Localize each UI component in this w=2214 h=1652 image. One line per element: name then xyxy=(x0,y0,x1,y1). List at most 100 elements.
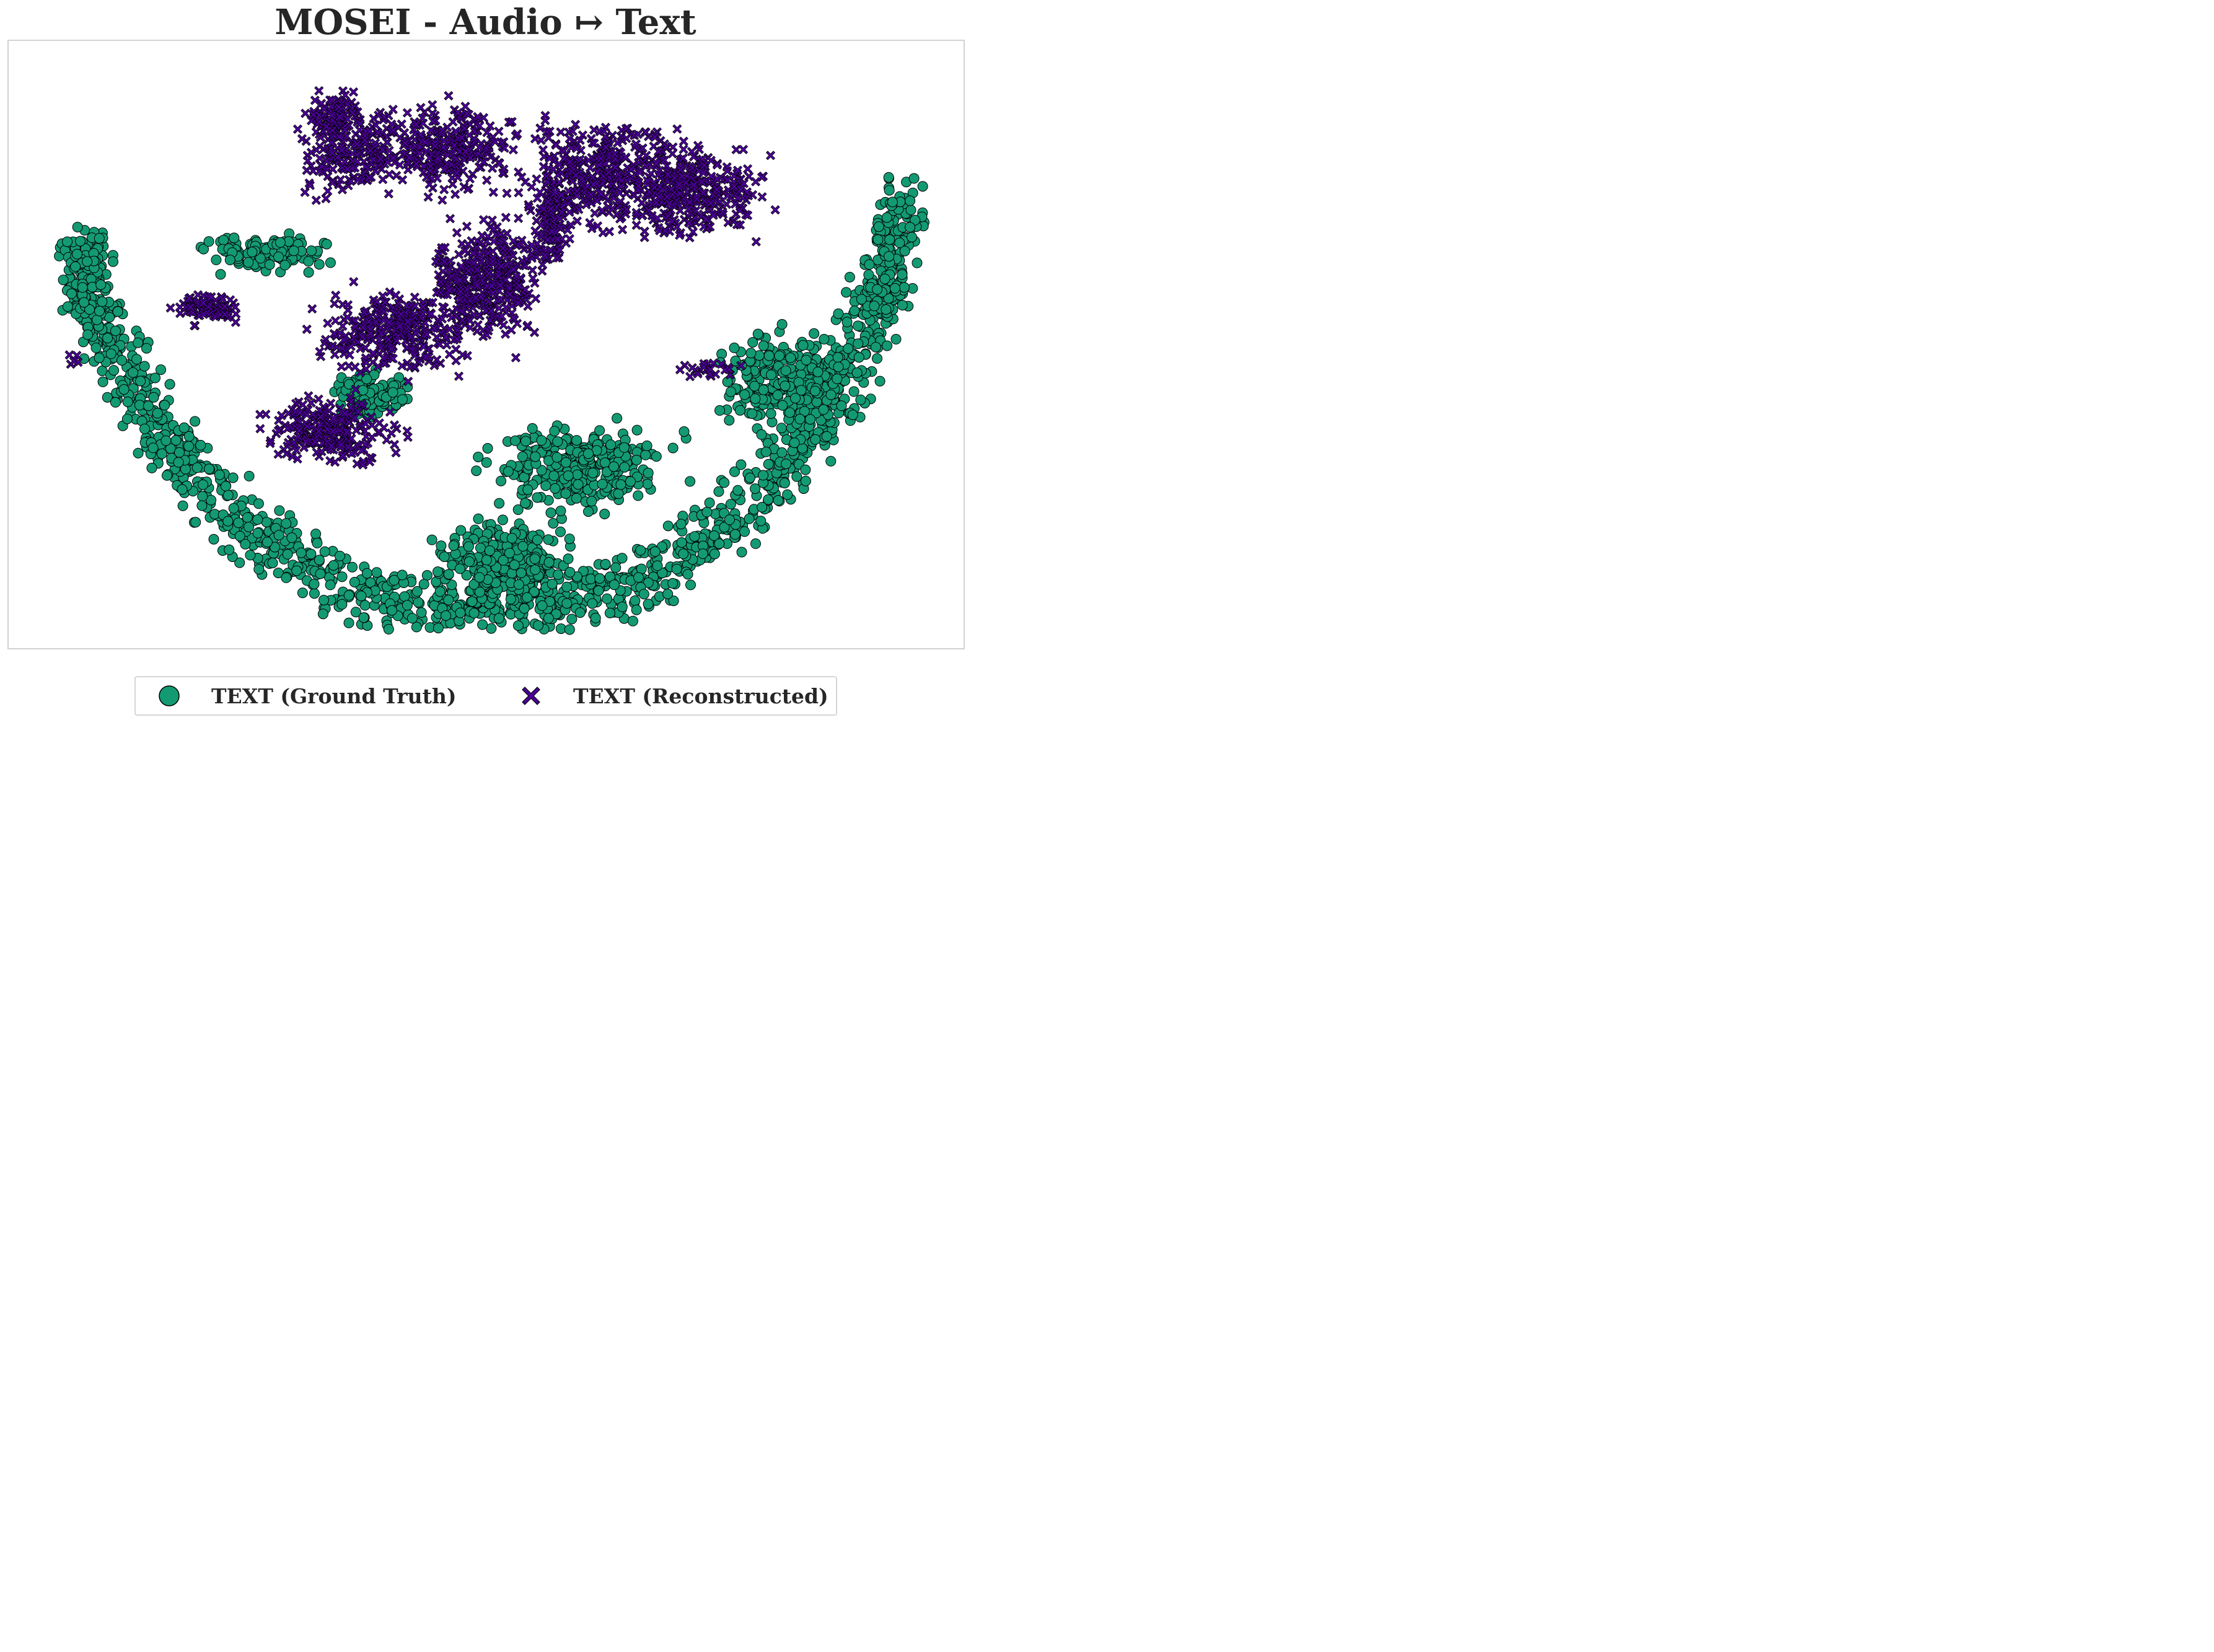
ground-truth-point xyxy=(244,470,255,481)
ground-truth-point xyxy=(82,329,94,340)
ground-truth-point xyxy=(94,305,105,317)
ground-truth-point xyxy=(530,451,541,462)
ground-truth-point xyxy=(571,493,582,504)
reconstructed-point xyxy=(751,177,761,187)
ground-truth-point xyxy=(881,212,892,223)
reconstructed-point xyxy=(395,160,405,170)
reconstructed-point xyxy=(303,156,313,165)
reconstructed-point xyxy=(482,128,492,138)
chart-title: MOSEI - Audio ↦ Text xyxy=(275,2,696,43)
ground-truth-point xyxy=(475,542,486,553)
reconstructed-point xyxy=(292,124,303,134)
ground-truth-point xyxy=(844,271,855,283)
ground-truth-point xyxy=(782,489,793,500)
reconstructed-point xyxy=(384,189,393,199)
ground-truth-point xyxy=(196,500,208,511)
ground-truth-point xyxy=(734,405,745,416)
ground-truth-point xyxy=(608,579,620,591)
ground-truth-point xyxy=(662,521,674,532)
ground-truth-point xyxy=(418,579,429,590)
reconstructed-point xyxy=(494,159,504,169)
ground-truth-point xyxy=(583,448,594,459)
ground-truth-point xyxy=(224,544,235,555)
ground-truth-point xyxy=(899,245,910,257)
ground-truth-point xyxy=(108,256,118,267)
ground-truth-point xyxy=(848,386,859,397)
ground-truth-point xyxy=(821,431,832,442)
ground-truth-point xyxy=(736,459,747,470)
ground-truth-point xyxy=(281,518,292,529)
reconstructed-point xyxy=(305,180,315,190)
reconstructed-point xyxy=(639,226,649,236)
reconstructed-point xyxy=(343,164,353,174)
reconstructed-point xyxy=(598,227,608,238)
reconstructed-point xyxy=(564,134,574,144)
ground-truth-point xyxy=(843,343,854,354)
ground-truth-point xyxy=(530,565,541,575)
ground-truth-point xyxy=(474,587,485,598)
reconstructed-point xyxy=(460,146,470,156)
ground-truth-point xyxy=(529,553,540,565)
ground-truth-point xyxy=(841,287,852,298)
ground-truth-point xyxy=(318,595,329,605)
ground-truth-point xyxy=(467,596,478,607)
ground-truth-point xyxy=(617,601,628,612)
ground-truth-point xyxy=(397,394,408,405)
reconstructed-point xyxy=(340,125,350,134)
ground-truth-point xyxy=(92,314,103,325)
ground-truth-point xyxy=(162,470,172,481)
ground-truth-point xyxy=(540,480,551,491)
ground-truth-point xyxy=(671,563,682,574)
reconstructed-point xyxy=(423,192,433,202)
ground-truth-point xyxy=(881,304,892,315)
ground-truth-point xyxy=(643,599,654,610)
ground-truth-point xyxy=(310,529,322,540)
ground-truth-point xyxy=(545,507,556,518)
ground-truth-point xyxy=(841,317,853,328)
ground-truth-point xyxy=(141,343,152,354)
reconstructed-point xyxy=(349,277,359,287)
ground-truth-point xyxy=(872,353,882,364)
ground-truth-point xyxy=(744,472,755,483)
ground-truth-point xyxy=(198,479,209,490)
ground-truth-point xyxy=(726,386,736,397)
reconstructed-point xyxy=(382,435,392,445)
reconstructed-point xyxy=(751,237,761,247)
ground-truth-point xyxy=(97,376,108,387)
reconstructed-point xyxy=(376,154,385,164)
ground-truth-point xyxy=(638,589,649,600)
reconstructed-point xyxy=(462,221,472,231)
ground-truth-point xyxy=(512,620,524,631)
ground-truth-point xyxy=(468,579,480,590)
ground-truth-point xyxy=(134,400,145,411)
ground-truth-point xyxy=(532,492,543,503)
ground-truth-point xyxy=(548,470,560,481)
ground-truth-point xyxy=(156,364,166,376)
ground-truth-point xyxy=(825,389,837,400)
plot-area-frame xyxy=(7,40,965,649)
ground-truth-point xyxy=(739,526,750,537)
ground-truth-point xyxy=(908,173,920,184)
ground-truth-point xyxy=(517,451,528,462)
ground-truth-point xyxy=(564,534,575,545)
ground-truth-point xyxy=(917,181,928,192)
reconstructed-point xyxy=(353,175,363,185)
ground-truth-point xyxy=(454,563,465,574)
scatter-plot xyxy=(7,40,965,649)
ground-truth-point xyxy=(314,555,325,566)
ground-truth-point xyxy=(274,505,285,516)
reconstructed-point xyxy=(439,165,449,175)
ground-truth-point xyxy=(343,590,354,601)
ground-truth-point xyxy=(110,325,121,336)
reconstructed-point xyxy=(592,221,603,231)
ground-truth-point xyxy=(640,449,651,460)
ground-truth-point xyxy=(505,594,516,605)
ground-truth-point xyxy=(605,439,617,450)
ground-truth-point xyxy=(215,269,226,280)
reconstructed-point xyxy=(460,123,470,133)
reconstructed-point xyxy=(231,317,240,327)
ground-truth-point xyxy=(218,235,229,245)
reconstructed-point xyxy=(543,133,553,143)
reconstructed-point xyxy=(428,116,438,126)
ground-truth-point xyxy=(383,623,394,635)
